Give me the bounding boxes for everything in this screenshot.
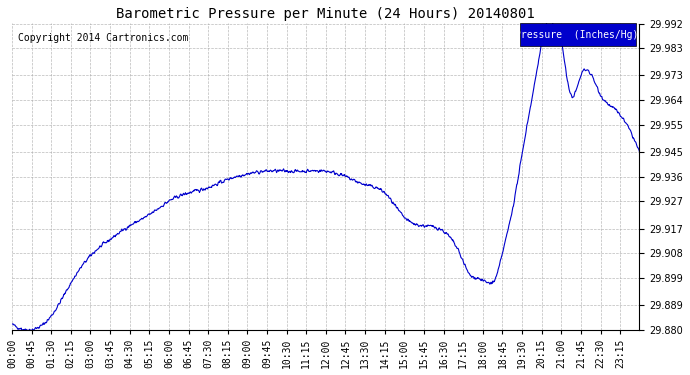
Text: Pressure  (Inches/Hg): Pressure (Inches/Hg) [515,30,638,40]
FancyBboxPatch shape [520,24,636,46]
Title: Barometric Pressure per Minute (24 Hours) 20140801: Barometric Pressure per Minute (24 Hours… [116,7,535,21]
Text: Copyright 2014 Cartronics.com: Copyright 2014 Cartronics.com [18,33,188,43]
